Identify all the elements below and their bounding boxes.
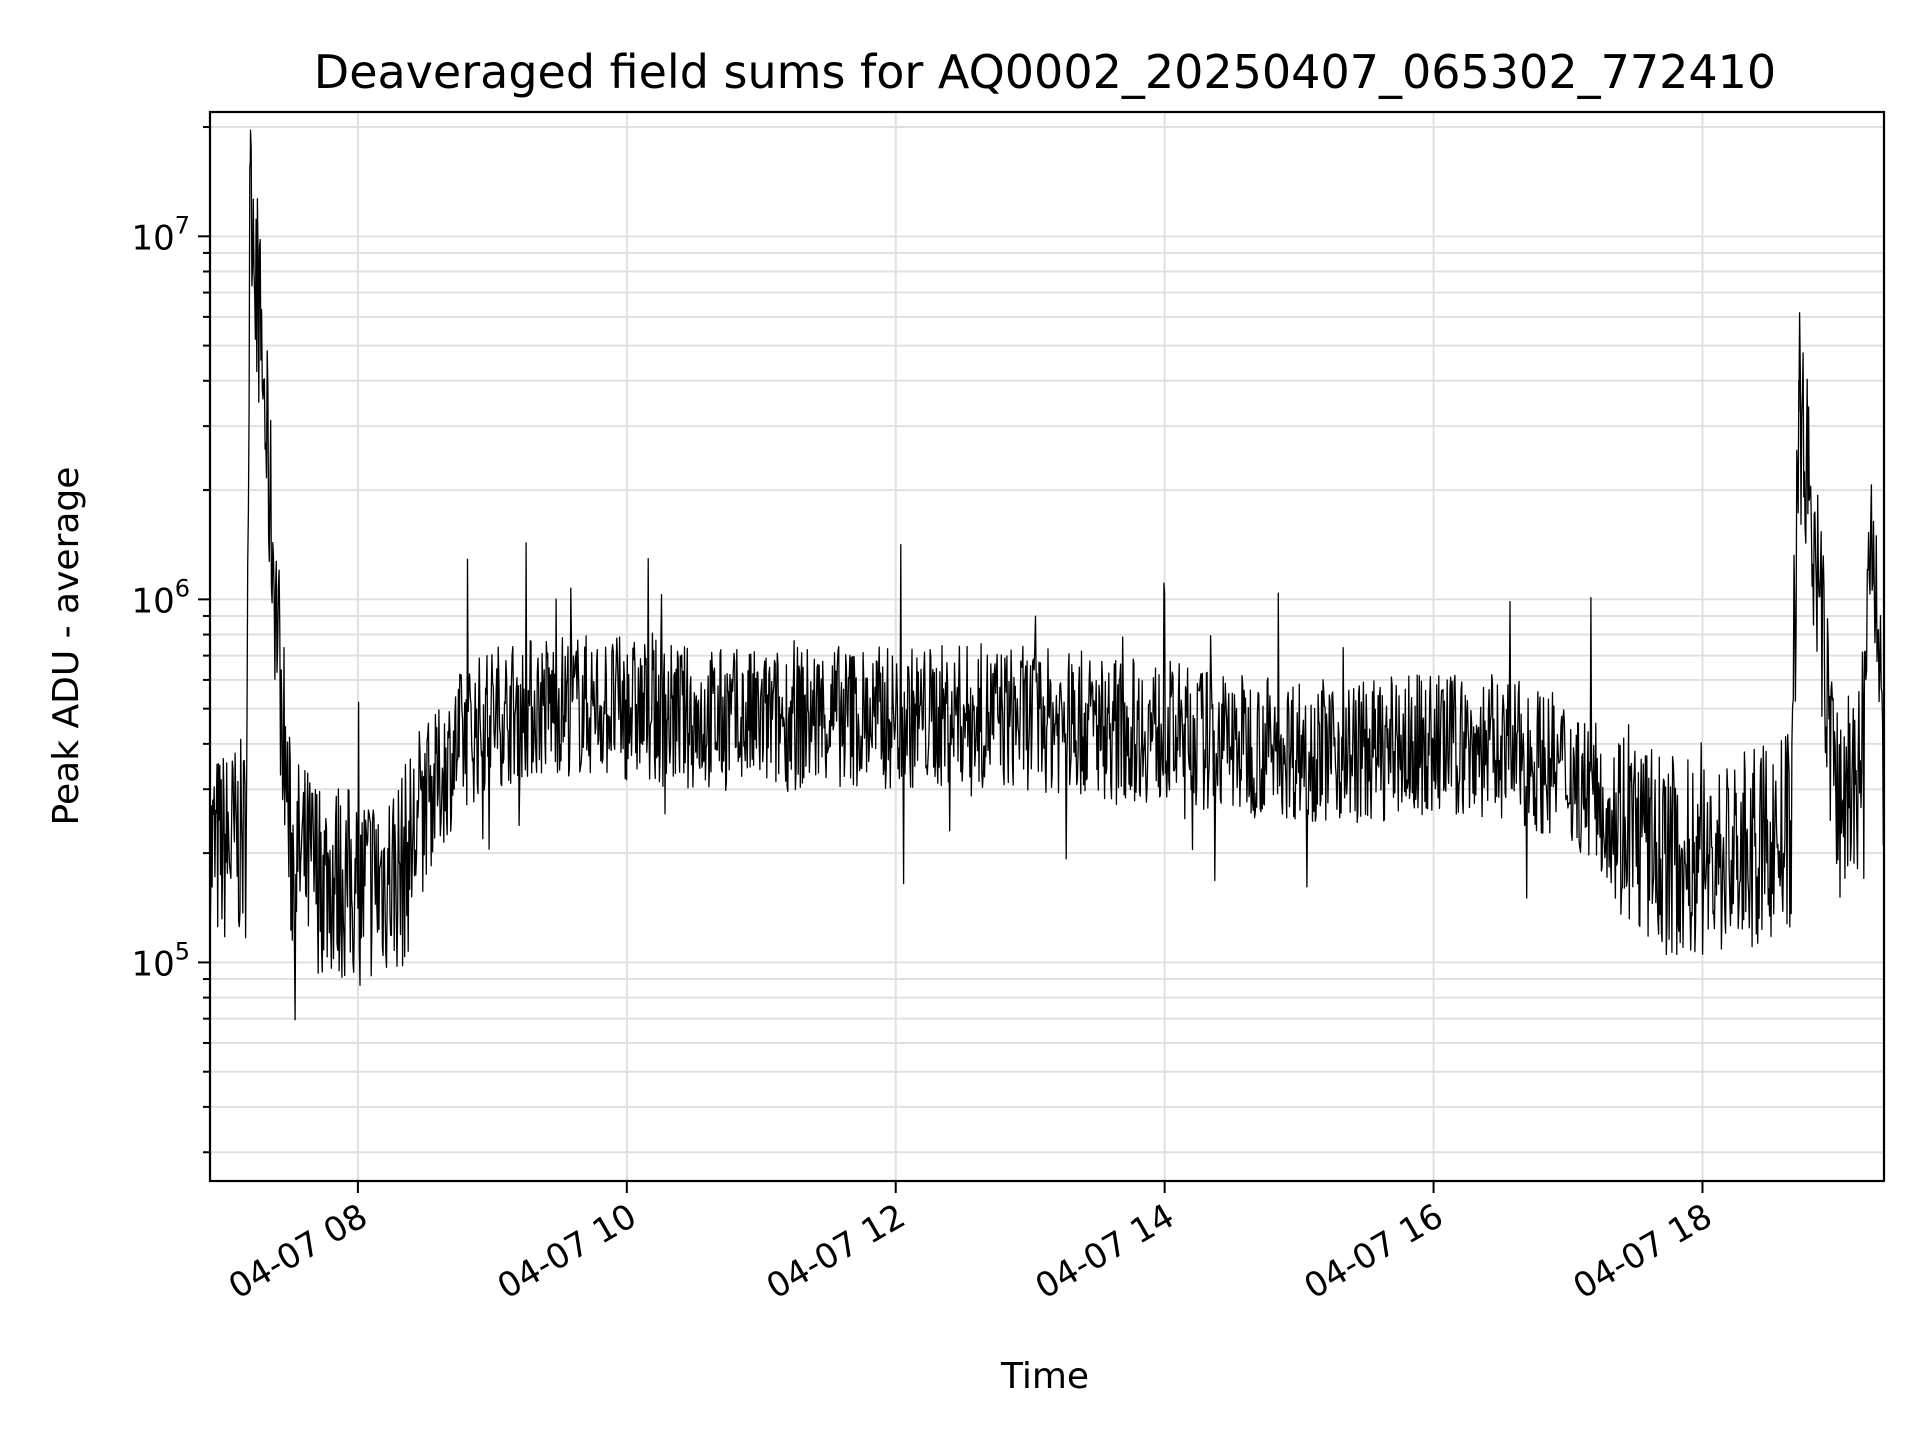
y-tick-label: 107 [131, 211, 190, 258]
x-axis-ticks: 04-07 08 04-07 10 04-07 12 04-07 14 04-07 16… [222, 1181, 1719, 1307]
y-axis-label: Peak ADU - average [46, 467, 87, 826]
y-axis-ticks: 105 106 107 [131, 126, 210, 1154]
plot-frame [208, 110, 1886, 1183]
series-line [209, 129, 1885, 1021]
grid [210, 112, 1884, 1181]
x-tick-label: 04-07 08 [222, 1196, 374, 1307]
x-tick-label: 04-07 18 [1567, 1196, 1719, 1307]
chart-title: Deaveraged field sums for AQ0002_2025040… [314, 45, 1776, 99]
x-tick-label: 04-07 16 [1298, 1196, 1450, 1307]
y-tick-label: 105 [131, 937, 190, 984]
x-tick-label: 04-07 12 [760, 1196, 912, 1307]
y-tick-label: 106 [131, 574, 190, 621]
x-tick-label: 04-07 14 [1029, 1196, 1181, 1307]
x-axis-label: Time [1000, 1356, 1089, 1397]
x-tick-label: 04-07 10 [491, 1196, 643, 1307]
